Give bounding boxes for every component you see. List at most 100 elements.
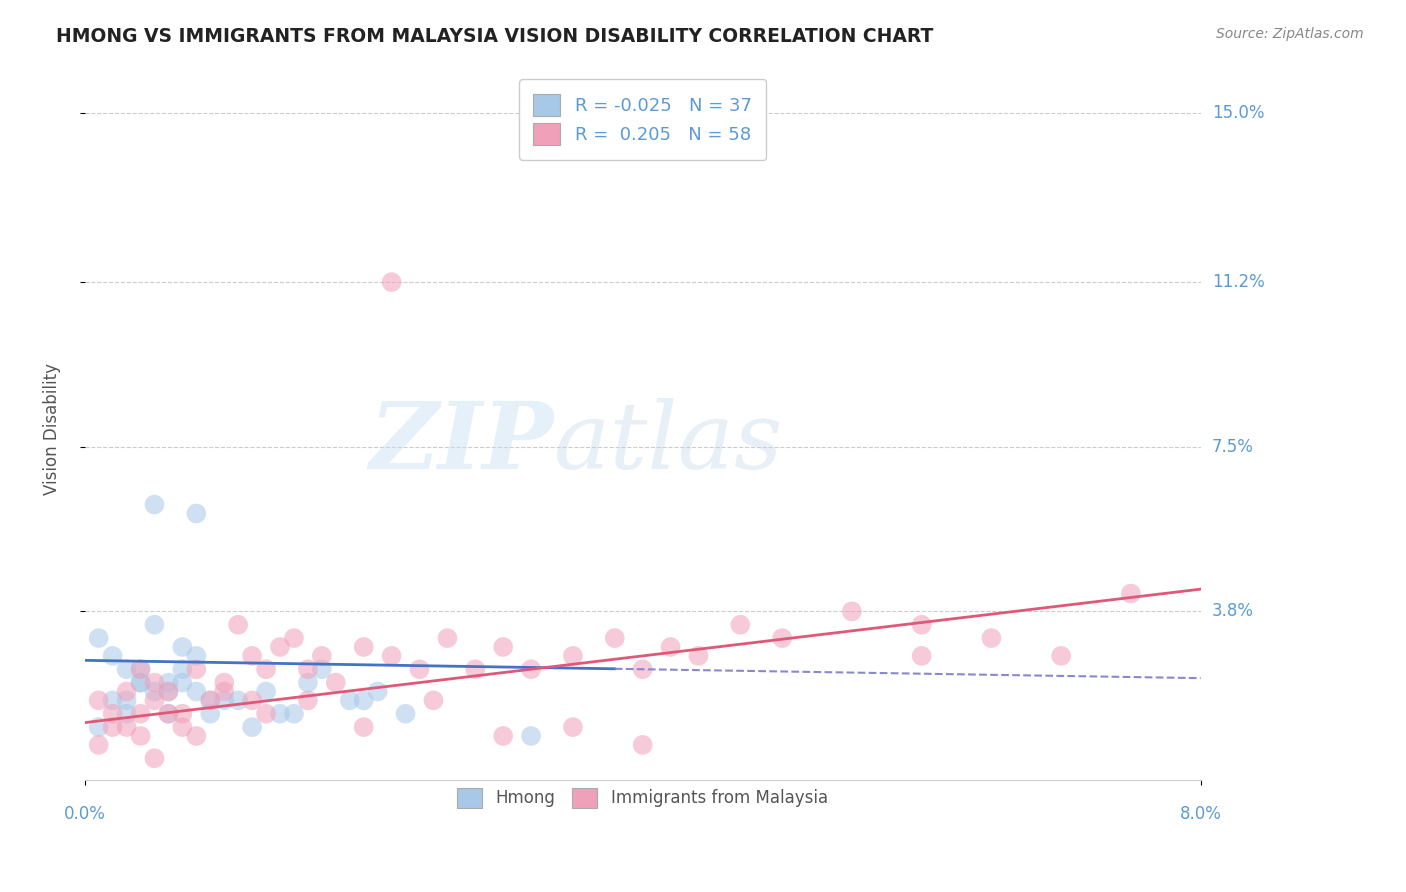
Text: atlas: atlas [554, 398, 783, 488]
Point [353, 720, 375, 734]
Point [381, 275, 404, 289]
Point [240, 720, 263, 734]
Point [186, 684, 208, 698]
Point [101, 706, 124, 721]
Point [408, 662, 430, 676]
Point [101, 720, 124, 734]
Point [87, 738, 110, 752]
Point [200, 706, 222, 721]
Point [157, 684, 180, 698]
Point [353, 693, 375, 707]
Point [129, 675, 152, 690]
Point [143, 684, 166, 698]
Point [422, 693, 444, 707]
Legend: Hmong, Immigrants from Malaysia: Hmong, Immigrants from Malaysia [444, 774, 841, 822]
Point [186, 662, 208, 676]
Point [659, 640, 682, 654]
Point [254, 662, 277, 676]
Point [688, 648, 710, 663]
Point [1119, 586, 1142, 600]
Point [101, 648, 124, 663]
Point [464, 662, 486, 676]
Point [143, 751, 166, 765]
Point [394, 706, 416, 721]
Point [297, 662, 319, 676]
Point [186, 507, 208, 521]
Point [311, 662, 333, 676]
Point [631, 738, 654, 752]
Point [115, 706, 138, 721]
Y-axis label: Vision Disability: Vision Disability [44, 363, 60, 495]
Text: 3.8%: 3.8% [1212, 602, 1254, 621]
Point [172, 662, 194, 676]
Point [129, 729, 152, 743]
Point [269, 706, 291, 721]
Point [115, 662, 138, 676]
Text: HMONG VS IMMIGRANTS FROM MALAYSIA VISION DISABILITY CORRELATION CHART: HMONG VS IMMIGRANTS FROM MALAYSIA VISION… [56, 27, 934, 45]
Point [269, 640, 291, 654]
Point [730, 617, 752, 632]
Point [101, 693, 124, 707]
Point [520, 729, 543, 743]
Point [172, 675, 194, 690]
Point [283, 706, 305, 721]
Point [143, 675, 166, 690]
Point [186, 729, 208, 743]
Point [297, 675, 319, 690]
Point [115, 684, 138, 698]
Point [980, 631, 1002, 645]
Point [157, 706, 180, 721]
Point [157, 684, 180, 698]
Point [367, 684, 389, 698]
Point [910, 617, 932, 632]
Point [129, 675, 152, 690]
Text: ZIP: ZIP [370, 398, 554, 488]
Point [143, 498, 166, 512]
Point [87, 720, 110, 734]
Point [115, 720, 138, 734]
Point [841, 604, 863, 618]
Point [129, 662, 152, 676]
Point [143, 693, 166, 707]
Point [200, 693, 222, 707]
Point [240, 648, 263, 663]
Point [603, 631, 626, 645]
Point [311, 648, 333, 663]
Point [283, 631, 305, 645]
Point [212, 684, 235, 698]
Text: 0.0%: 0.0% [63, 805, 105, 823]
Point [254, 684, 277, 698]
Point [631, 662, 654, 676]
Point [910, 648, 932, 663]
Point [381, 648, 404, 663]
Point [254, 706, 277, 721]
Text: 7.5%: 7.5% [1212, 438, 1254, 456]
Point [492, 729, 515, 743]
Point [212, 693, 235, 707]
Text: 15.0%: 15.0% [1212, 104, 1264, 122]
Point [325, 675, 347, 690]
Point [240, 693, 263, 707]
Point [520, 662, 543, 676]
Point [226, 617, 249, 632]
Point [297, 693, 319, 707]
Point [339, 693, 361, 707]
Text: 11.2%: 11.2% [1212, 273, 1264, 291]
Point [129, 662, 152, 676]
Point [115, 693, 138, 707]
Point [172, 720, 194, 734]
Point [87, 631, 110, 645]
Point [129, 706, 152, 721]
Point [226, 693, 249, 707]
Point [1050, 648, 1073, 663]
Text: 8.0%: 8.0% [1180, 805, 1222, 823]
Point [770, 631, 793, 645]
Point [157, 675, 180, 690]
Text: Source: ZipAtlas.com: Source: ZipAtlas.com [1216, 27, 1364, 41]
Point [172, 706, 194, 721]
Point [186, 648, 208, 663]
Point [87, 693, 110, 707]
Point [561, 648, 583, 663]
Point [561, 720, 583, 734]
Point [353, 640, 375, 654]
